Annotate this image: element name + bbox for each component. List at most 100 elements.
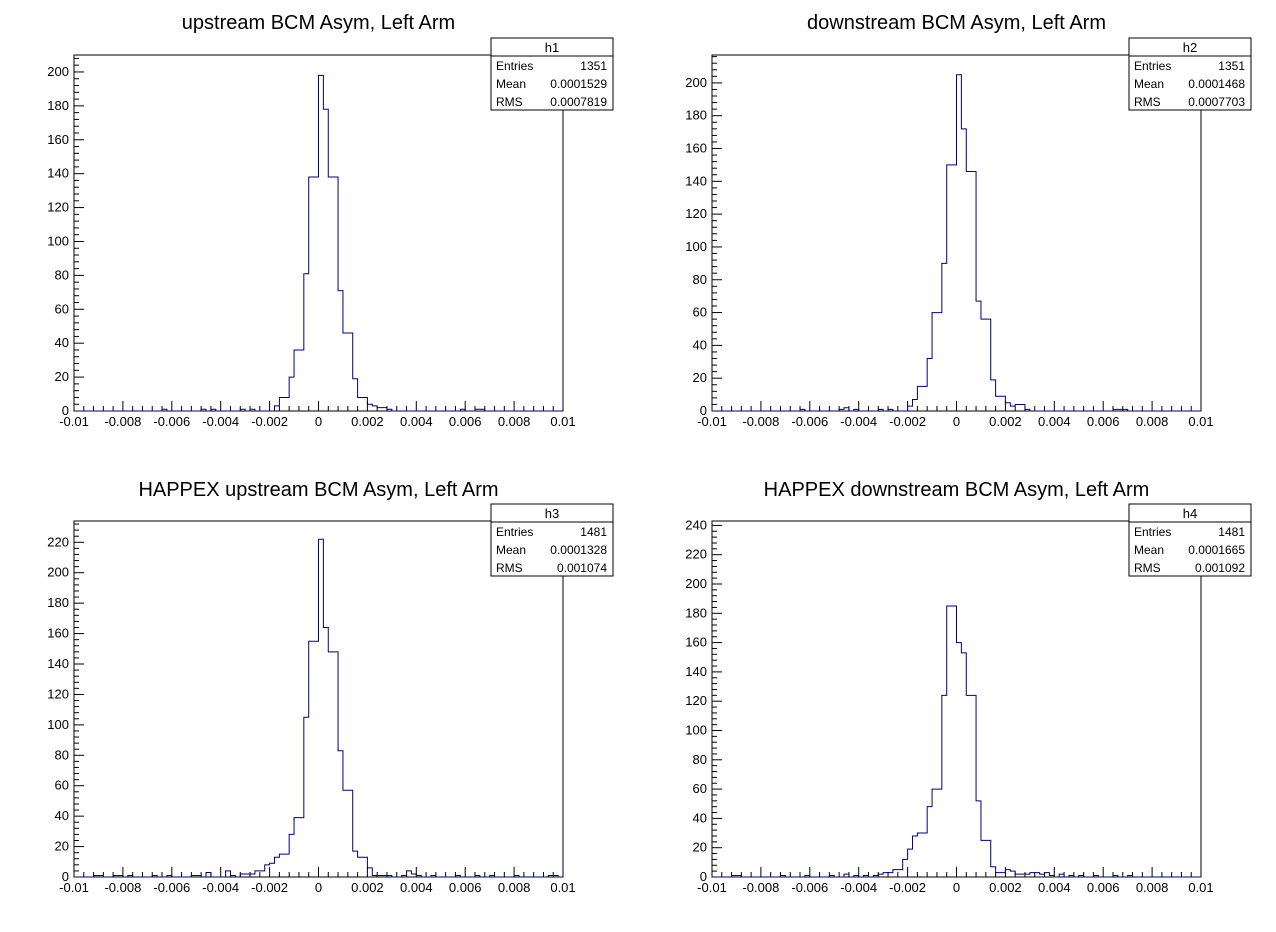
histogram-bin bbox=[966, 653, 971, 877]
histogram-bin bbox=[363, 857, 368, 877]
y-tick-label: 120 bbox=[47, 200, 69, 215]
histogram-bin bbox=[382, 875, 387, 877]
histogram-bin bbox=[952, 165, 957, 411]
x-tick-label: -0.01 bbox=[697, 414, 727, 429]
histogram-bin bbox=[761, 874, 766, 877]
histogram-bin bbox=[252, 409, 257, 411]
histogram-bin bbox=[328, 627, 333, 877]
histogram-bin bbox=[947, 695, 952, 877]
histogram-bin bbox=[1020, 874, 1025, 877]
histogram-bin bbox=[1167, 409, 1172, 411]
stats-mean-label: Mean bbox=[496, 543, 526, 557]
histogram-bin bbox=[407, 875, 412, 877]
y-tick-label: 100 bbox=[685, 722, 707, 737]
stats-mean-label: Mean bbox=[1134, 543, 1164, 557]
chart-title: HAPPEX downstream BCM Asym, Left Arm bbox=[764, 479, 1150, 501]
histogram-bin bbox=[844, 409, 849, 411]
y-tick-label: 160 bbox=[47, 132, 69, 147]
histogram-bin bbox=[991, 855, 996, 877]
x-tick-label: -0.008 bbox=[742, 880, 779, 895]
histogram-bin bbox=[917, 836, 922, 877]
y-tick-label: 140 bbox=[685, 664, 707, 679]
histogram-bin bbox=[898, 870, 903, 877]
stats-rms-value: 0.0007819 bbox=[550, 95, 607, 109]
histogram-bin bbox=[893, 873, 898, 877]
y-tick-label: 180 bbox=[685, 108, 707, 123]
histogram-bin bbox=[98, 875, 103, 877]
histogram-bin bbox=[903, 864, 908, 877]
stats-rms-label: RMS bbox=[1134, 561, 1161, 575]
histogram-bin bbox=[279, 406, 284, 411]
x-tick-label: 0.006 bbox=[449, 414, 482, 429]
x-tick-label: 0.004 bbox=[400, 414, 433, 429]
histogram-bin bbox=[270, 865, 275, 877]
histogram-bin bbox=[314, 641, 319, 877]
y-tick-label: 120 bbox=[685, 206, 707, 221]
histogram-bin bbox=[981, 301, 986, 411]
y-tick-label: 200 bbox=[47, 565, 69, 580]
histogram-bin bbox=[834, 876, 839, 877]
histogram-bin bbox=[213, 409, 218, 411]
histogram-bin bbox=[309, 717, 314, 877]
histogram-bin bbox=[961, 643, 966, 877]
panel-happex-downstream-bcm: HAPPEX downstream BCM Asym, Left Arm -0.… bbox=[685, 479, 1252, 895]
y-tick-label: 140 bbox=[47, 656, 69, 671]
histogram-bin bbox=[922, 386, 927, 411]
histogram-bin bbox=[284, 854, 289, 877]
histogram-bin bbox=[927, 826, 932, 877]
x-tick-label: -0.006 bbox=[153, 880, 190, 895]
stats-entries-value: 1351 bbox=[1218, 59, 1245, 73]
histogram-bin bbox=[976, 267, 981, 411]
x-tick-label: 0.008 bbox=[1136, 880, 1169, 895]
histogram-bin bbox=[255, 874, 260, 877]
x-tick-label: 0 bbox=[315, 880, 322, 895]
x-tick-label: -0.002 bbox=[251, 880, 288, 895]
x-tick-label: 0.002 bbox=[989, 880, 1022, 895]
y-tick-label: 80 bbox=[693, 272, 707, 287]
histogram-bin bbox=[1084, 876, 1089, 877]
histogram-bin bbox=[460, 875, 465, 877]
histogram-bin bbox=[201, 875, 206, 877]
histogram-bin bbox=[957, 130, 962, 411]
histogram-outline bbox=[712, 74, 1201, 412]
histogram-bin bbox=[382, 408, 387, 411]
histogram-bin bbox=[908, 859, 913, 877]
histogram-bin bbox=[279, 857, 284, 877]
histogram-bin bbox=[947, 263, 952, 411]
x-tick-label: -0.006 bbox=[791, 414, 828, 429]
histogram-bin bbox=[1074, 876, 1079, 877]
histogram-bin bbox=[363, 397, 368, 411]
stats-mean-label: Mean bbox=[496, 77, 526, 91]
histogram-bin bbox=[922, 833, 927, 877]
y-tick-label: 240 bbox=[685, 517, 707, 532]
y-tick-label: 20 bbox=[55, 839, 69, 854]
histogram-bin bbox=[1001, 396, 1006, 411]
x-tick-label: 0.004 bbox=[400, 880, 433, 895]
x-tick-label: 0.006 bbox=[449, 880, 482, 895]
histogram-bin bbox=[304, 289, 309, 411]
histogram-bin bbox=[333, 177, 338, 411]
stats-entries-value: 1481 bbox=[580, 525, 607, 539]
histogram-bin bbox=[1030, 874, 1035, 877]
histogram-bin bbox=[883, 874, 888, 877]
histogram-bin bbox=[810, 876, 815, 877]
x-tick-label: 0.004 bbox=[1038, 414, 1071, 429]
x-tick-label: -0.004 bbox=[840, 880, 877, 895]
histogram-bin bbox=[172, 875, 177, 877]
histogram-bin bbox=[957, 540, 962, 877]
x-tick-label: -0.004 bbox=[202, 414, 239, 429]
histogram-bin bbox=[971, 171, 976, 411]
histogram-bin bbox=[996, 380, 1001, 411]
histogram-bin bbox=[323, 75, 328, 411]
histogram-bin bbox=[358, 851, 363, 877]
histogram-bin bbox=[392, 409, 397, 411]
histogram-bin bbox=[1030, 409, 1035, 411]
histogram-bin bbox=[1128, 409, 1133, 411]
y-tick-label: 160 bbox=[685, 141, 707, 156]
stats-rms-label: RMS bbox=[496, 561, 523, 575]
histogram-bin bbox=[343, 291, 348, 411]
histogram-bin bbox=[802, 409, 807, 411]
x-tick-label: -0.002 bbox=[889, 414, 926, 429]
x-tick-label: 0.004 bbox=[1038, 880, 1071, 895]
